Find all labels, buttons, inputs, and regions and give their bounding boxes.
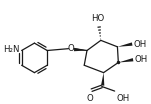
Text: OH: OH xyxy=(134,55,147,64)
Polygon shape xyxy=(118,58,133,63)
Text: OH: OH xyxy=(133,40,146,49)
Text: H₂N: H₂N xyxy=(3,45,20,54)
Polygon shape xyxy=(74,48,87,51)
Text: OH: OH xyxy=(117,94,130,103)
Polygon shape xyxy=(117,42,132,47)
Text: HO: HO xyxy=(91,14,105,23)
Polygon shape xyxy=(101,73,104,86)
Text: O: O xyxy=(68,44,75,53)
Text: O: O xyxy=(86,94,93,103)
